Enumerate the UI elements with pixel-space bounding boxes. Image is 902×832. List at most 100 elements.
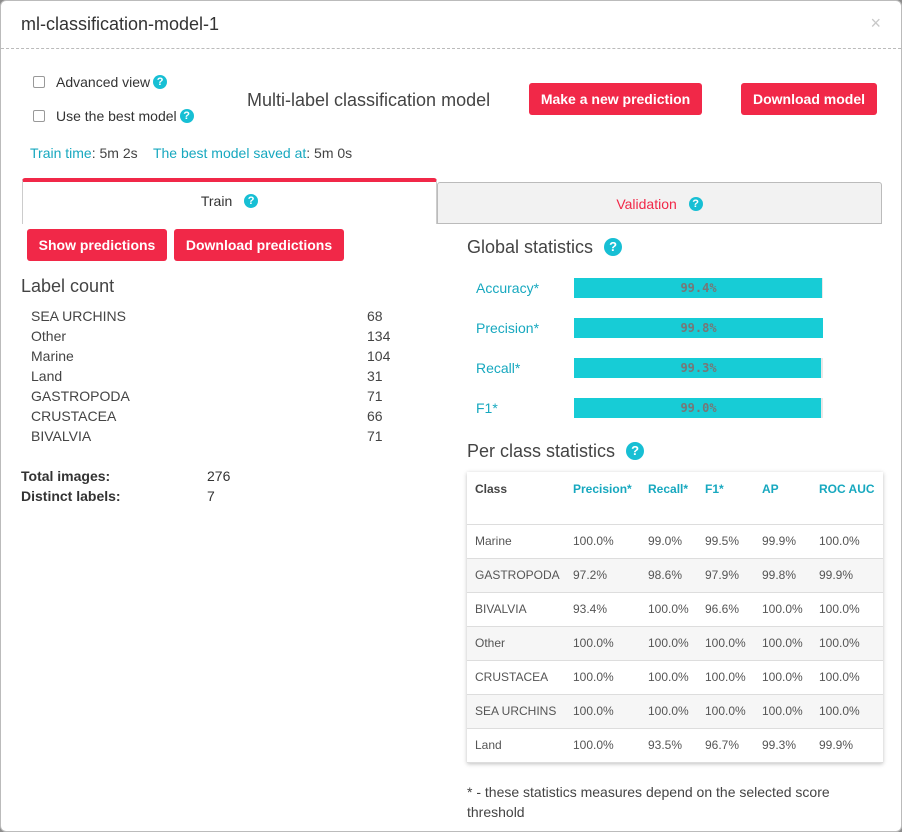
label-name: BIVALVIA bbox=[31, 428, 92, 444]
label-count-row: GASTROPODA 71 bbox=[31, 388, 391, 408]
global-stat-row: Accuracy* 99.4% bbox=[476, 278, 836, 298]
table-cell: 93.4% bbox=[567, 592, 642, 627]
label-count: 104 bbox=[367, 348, 391, 364]
label-count-row: Land 31 bbox=[31, 368, 391, 388]
table-cell: 100.0% bbox=[642, 626, 699, 661]
table-cell: BIVALVIA bbox=[467, 592, 567, 627]
global-stat-label: Precision* bbox=[476, 320, 540, 336]
modal-header: ml-classification-model-1 × bbox=[1, 1, 901, 49]
global-statistics-title: Global statistics ? bbox=[467, 237, 623, 258]
help-icon[interactable]: ? bbox=[153, 75, 168, 89]
close-icon[interactable]: × bbox=[870, 13, 881, 33]
use-best-model-checkbox[interactable] bbox=[33, 110, 45, 122]
table-cell: GASTROPODA bbox=[467, 558, 567, 593]
table-cell: 99.9% bbox=[813, 558, 883, 593]
table-cell: 100.0% bbox=[567, 626, 642, 661]
table-cell: 99.5% bbox=[699, 524, 756, 559]
help-icon[interactable]: ? bbox=[604, 238, 623, 256]
global-stat-bar: 99.3% bbox=[574, 358, 823, 378]
label-name: SEA URCHINS bbox=[31, 308, 126, 324]
global-stat-value: 99.0% bbox=[680, 401, 717, 415]
make-new-prediction-button[interactable]: Make a new prediction bbox=[529, 83, 702, 115]
table-cell: 98.6% bbox=[642, 558, 699, 593]
table-column-header[interactable]: F1* bbox=[699, 472, 756, 525]
tab-validation[interactable]: Validation ? bbox=[437, 182, 882, 224]
table-row: GASTROPODA 97.2% 98.6% 97.9% 99.8% 99.9% bbox=[467, 558, 883, 593]
advanced-view-checkbox[interactable] bbox=[33, 76, 45, 88]
per-class-table-container: Class Precision* Recall* F1* AP ROC AUC Marin… bbox=[467, 472, 883, 763]
table-cell: 99.3% bbox=[756, 728, 813, 763]
label-name: CRUSTACEA bbox=[31, 408, 117, 424]
table-cell: 100.0% bbox=[813, 626, 883, 661]
label-count-row: SEA URCHINS 68 bbox=[31, 308, 391, 328]
label-count: 68 bbox=[367, 308, 383, 324]
table-column-header[interactable]: Precision* bbox=[567, 472, 642, 525]
table-cell: 100.0% bbox=[567, 694, 642, 729]
global-stat-row: Precision* 99.8% bbox=[476, 318, 836, 338]
help-icon[interactable]: ? bbox=[688, 197, 703, 211]
global-stat-value: 99.8% bbox=[680, 321, 717, 335]
label-count-row: CRUSTACEA 66 bbox=[31, 408, 391, 428]
table-cell: 100.0% bbox=[756, 626, 813, 661]
global-stat-row: Recall* 99.3% bbox=[476, 358, 836, 378]
table-cell: 100.0% bbox=[642, 660, 699, 695]
global-stat-value: 99.4% bbox=[680, 281, 717, 295]
table-cell: 100.0% bbox=[756, 694, 813, 729]
table-cell: 100.0% bbox=[567, 524, 642, 559]
help-icon[interactable]: ? bbox=[179, 109, 194, 123]
table-cell: SEA URCHINS bbox=[467, 694, 567, 729]
distinct-labels-label: Distinct labels: bbox=[21, 488, 121, 504]
label-count: 134 bbox=[367, 328, 391, 344]
table-row: SEA URCHINS 100.0% 100.0% 100.0% 100.0% 100.0… bbox=[467, 694, 883, 729]
table-cell: 99.0% bbox=[642, 524, 699, 559]
table-cell: 96.6% bbox=[699, 592, 756, 627]
table-row: Other 100.0% 100.0% 100.0% 100.0% 100.0% bbox=[467, 626, 883, 661]
advanced-view-label: Advanced view bbox=[56, 74, 151, 90]
global-stat-value: 99.3% bbox=[680, 361, 717, 375]
per-class-statistics-title: Per class statistics ? bbox=[467, 441, 645, 462]
train-info: Train time: 5m 2s The best model saved a… bbox=[30, 145, 352, 161]
global-stat-bar-fill bbox=[574, 398, 821, 418]
global-stat-row: F1* 99.0% bbox=[476, 398, 836, 418]
table-cell: 97.2% bbox=[567, 558, 642, 593]
tab-train[interactable]: Train ? bbox=[22, 178, 437, 224]
table-cell: 96.7% bbox=[699, 728, 756, 763]
help-icon[interactable]: ? bbox=[244, 194, 259, 208]
table-cell: 100.0% bbox=[567, 728, 642, 763]
train-time-key: Train time bbox=[30, 145, 92, 161]
table-cell: 100.0% bbox=[699, 660, 756, 695]
label-count: 31 bbox=[367, 368, 383, 384]
table-row: BIVALVIA 93.4% 100.0% 96.6% 100.0% 100.0% bbox=[467, 592, 883, 627]
label-count-row: Other 134 bbox=[31, 328, 391, 348]
modal-title: ml-classification-model-1 bbox=[21, 14, 220, 34]
table-row: Marine 100.0% 99.0% 99.5% 99.9% 100.0% bbox=[467, 524, 883, 559]
global-stat-bar-fill bbox=[574, 358, 822, 378]
best-model-saved-value: 5m 0s bbox=[314, 145, 353, 161]
download-model-button[interactable]: Download model bbox=[741, 83, 877, 115]
table-cell: Other bbox=[467, 626, 567, 661]
table-cell: 100.0% bbox=[699, 694, 756, 729]
footnote: * - these statistics measures depend on … bbox=[467, 784, 830, 820]
show-predictions-button[interactable]: Show predictions bbox=[27, 229, 167, 261]
table-column-header[interactable]: ROC AUC bbox=[813, 472, 883, 525]
table-row: CRUSTACEA 100.0% 100.0% 100.0% 100.0% 100.0% bbox=[467, 660, 883, 695]
table-cell: 100.0% bbox=[813, 524, 883, 559]
table-cell: 100.0% bbox=[756, 592, 813, 627]
global-stat-bar: 99.0% bbox=[574, 398, 823, 418]
advanced-view-option: Advanced view ? bbox=[33, 74, 168, 90]
table-column-header[interactable]: Recall* bbox=[642, 472, 699, 525]
distinct-labels-value: 7 bbox=[207, 488, 215, 504]
total-images-value: 276 bbox=[207, 468, 231, 484]
table-cell: Marine bbox=[467, 524, 567, 559]
table-cell: 100.0% bbox=[699, 626, 756, 661]
help-icon[interactable]: ? bbox=[626, 442, 645, 460]
table-cell: 99.9% bbox=[756, 524, 813, 559]
global-stat-label: Accuracy* bbox=[476, 280, 540, 296]
model-type-title: Multi-label classification model bbox=[247, 90, 491, 110]
download-predictions-button[interactable]: Download predictions bbox=[174, 229, 344, 261]
table-column-header[interactable]: Class bbox=[467, 472, 567, 525]
table-cell: 100.0% bbox=[813, 660, 883, 695]
label-count: 66 bbox=[367, 408, 383, 424]
table-column-header[interactable]: AP bbox=[756, 472, 813, 525]
